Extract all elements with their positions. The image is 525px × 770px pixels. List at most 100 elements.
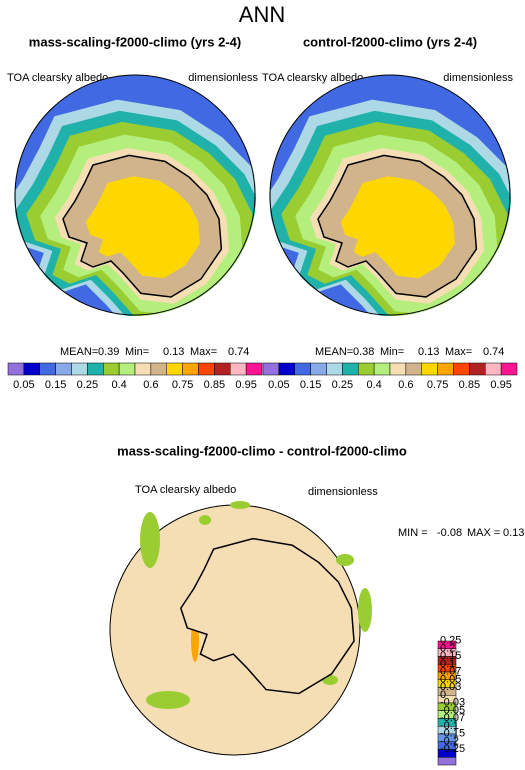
variable-label: TOA clearsky albedo	[262, 72, 363, 84]
colorbar-swatch	[358, 362, 375, 376]
colorbar-swatch	[87, 362, 104, 376]
coastline	[179, 537, 355, 695]
colorbar-swatch	[55, 362, 72, 376]
map	[269, 75, 511, 316]
coastline	[62, 154, 223, 298]
colorbar-label: -0.2	[440, 735, 459, 747]
colorbar-label: 0.6	[143, 379, 158, 391]
colorbar-swatch	[23, 362, 40, 376]
colorbar-swatch	[103, 362, 120, 376]
map	[14, 75, 256, 316]
map-border	[14, 74, 256, 316]
colorbar-swatch	[485, 362, 502, 376]
colorbar-swatch	[198, 362, 215, 376]
colorbar-label: 0.75	[172, 379, 193, 391]
stat-value: 0.74	[483, 346, 504, 358]
colorbar-swatch	[7, 362, 25, 376]
stat-label: Min=	[125, 346, 149, 358]
stat-label: Max=	[190, 346, 217, 358]
colorbar-label: -0.07	[440, 712, 465, 724]
colorbar-swatch	[182, 362, 199, 376]
stat-label: MAX =	[467, 527, 500, 539]
stat-value: 0.39	[98, 346, 119, 358]
colorbar-label: 0.6	[398, 379, 413, 391]
stat-value: 0.74	[228, 346, 249, 358]
colorbar-swatch	[437, 757, 457, 766]
difference-patch	[140, 512, 160, 568]
colorbar-swatch	[39, 362, 56, 376]
albedo-region	[85, 176, 200, 279]
colorbar-label: 0.03	[440, 681, 461, 693]
colorbar-swatch	[373, 362, 391, 376]
stat-label: MEAN=	[60, 346, 98, 358]
stat-value: 0.13	[503, 527, 524, 539]
colorbar-label: 0.07	[440, 666, 461, 678]
colorbar-swatch	[245, 362, 263, 376]
stat-value: 0.13	[163, 346, 184, 358]
colorbar-label: 0.75	[427, 379, 448, 391]
figure-title: ANN	[239, 2, 285, 27]
units-label: dimensionless	[188, 72, 258, 84]
variable-label: TOA clearsky albedo	[135, 484, 236, 496]
colorbar-swatch	[405, 362, 422, 376]
units-label: dimensionless	[443, 72, 513, 84]
colorbar-label: 0.15	[45, 379, 66, 391]
colorbar-swatch	[310, 362, 327, 376]
colorbar-label: -0.05	[440, 704, 465, 716]
colorbar-swatch	[326, 362, 343, 376]
colorbar-label: 0.95	[490, 379, 511, 391]
colorbar-label: 0.15	[300, 379, 321, 391]
coastline	[317, 154, 478, 298]
albedo-region	[340, 176, 455, 279]
colorbar-label: 0.1	[440, 658, 455, 670]
colorbar-label: -0.03	[440, 697, 465, 709]
panel-title: mass-scaling-f2000-climo (yrs 2-4)	[29, 34, 241, 49]
colorbar-label: 0	[440, 689, 446, 701]
stat-value: -0.08	[437, 527, 462, 539]
difference-patch	[199, 515, 211, 525]
colorbar-swatch	[389, 362, 407, 376]
colorbar-swatch	[150, 362, 167, 376]
colorbar-label: 0.85	[459, 379, 480, 391]
colorbar-swatch	[342, 362, 359, 376]
colorbar-label: 0.25	[440, 635, 461, 647]
panel-title: control-f2000-climo (yrs 2-4)	[303, 34, 477, 49]
colorbar-swatch	[421, 362, 438, 376]
colorbar-label: 0.05	[440, 673, 461, 685]
difference-patch	[358, 588, 372, 632]
colorbar-swatch	[294, 362, 311, 376]
colorbar-label: 0.15	[440, 650, 461, 662]
colorbar-label: 0.2	[440, 642, 455, 654]
difference-patch	[146, 691, 190, 709]
colorbar-label: 0.25	[77, 379, 98, 391]
map-border	[269, 74, 511, 316]
panel-title: mass-scaling-f2000-climo - control-f2000…	[117, 443, 407, 458]
colorbar-swatch	[453, 362, 470, 376]
colorbar-swatch	[214, 362, 231, 376]
colorbar-label: 0.4	[111, 379, 126, 391]
colorbar-swatch	[230, 362, 247, 376]
colorbar-label: 0.05	[13, 379, 34, 391]
colorbar-swatch	[71, 362, 88, 376]
colorbar-label: -0.15	[440, 728, 465, 740]
colorbar-swatch	[166, 362, 183, 376]
colorbar-label: -0.25	[440, 743, 465, 755]
stat-value: 0.38	[353, 346, 374, 358]
units-label: dimensionless	[308, 486, 378, 498]
stat-label: Min=	[380, 346, 404, 358]
difference-patch	[230, 501, 250, 509]
stat-label: Max=	[445, 346, 472, 358]
colorbar-swatch	[278, 362, 295, 376]
stat-label: MEAN=	[315, 346, 353, 358]
colorbar-swatch	[437, 362, 454, 376]
colorbar-label: 0.05	[268, 379, 289, 391]
colorbar-swatch	[134, 362, 152, 376]
colorbar-label: 0.25	[332, 379, 353, 391]
colorbar-swatch	[262, 362, 280, 376]
stat-value: 0.13	[418, 346, 439, 358]
colorbar-label: 0.95	[235, 379, 256, 391]
colorbar-label: -0.1	[440, 720, 459, 732]
colorbar-label: 0.85	[204, 379, 225, 391]
colorbar-swatch	[469, 362, 486, 376]
